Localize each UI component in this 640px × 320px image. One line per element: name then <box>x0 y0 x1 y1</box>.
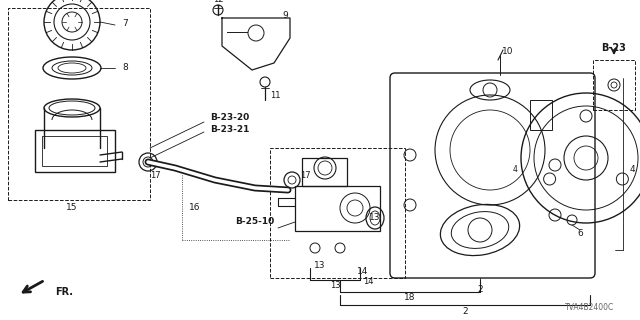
Text: 13: 13 <box>330 281 340 290</box>
Text: 13: 13 <box>314 260 326 269</box>
Text: 16: 16 <box>189 204 201 212</box>
Text: 9: 9 <box>282 11 288 20</box>
Bar <box>295 186 380 231</box>
Text: 7: 7 <box>122 19 128 28</box>
Bar <box>270 148 405 278</box>
Text: 17: 17 <box>300 172 310 180</box>
Text: 8: 8 <box>122 63 128 73</box>
Bar <box>302 158 347 186</box>
Text: 2: 2 <box>462 307 468 316</box>
Text: 12: 12 <box>212 0 223 4</box>
Text: 4: 4 <box>513 165 517 174</box>
Bar <box>8 8 150 200</box>
Text: 2: 2 <box>477 285 483 294</box>
Text: B-23: B-23 <box>602 43 627 53</box>
Text: B-23-21: B-23-21 <box>210 125 250 134</box>
Text: 11: 11 <box>270 92 280 100</box>
Text: 14: 14 <box>357 268 369 276</box>
Text: 4: 4 <box>630 165 636 174</box>
Text: B-25-10: B-25-10 <box>235 218 275 227</box>
Bar <box>530 100 552 130</box>
Text: 17: 17 <box>150 171 160 180</box>
Bar <box>593 60 635 110</box>
Text: 13: 13 <box>369 213 381 222</box>
Bar <box>42 136 107 166</box>
Text: 10: 10 <box>502 47 514 57</box>
Text: 15: 15 <box>67 204 77 212</box>
Text: B-23-20: B-23-20 <box>210 114 249 123</box>
Bar <box>35 130 115 172</box>
Text: 6: 6 <box>577 229 583 238</box>
Text: TVA4B2400C: TVA4B2400C <box>565 303 614 313</box>
Text: 14: 14 <box>363 277 373 286</box>
Text: FR.: FR. <box>55 287 73 297</box>
Text: 18: 18 <box>404 293 416 302</box>
